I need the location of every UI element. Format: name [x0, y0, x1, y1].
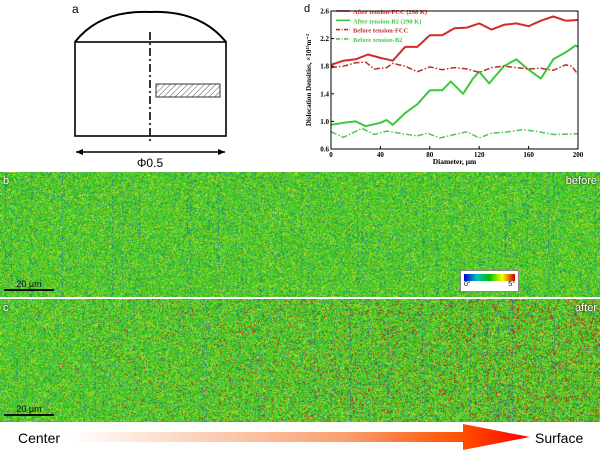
misorientation-map-after [0, 299, 600, 422]
legend-entry-0: After tension-FCC (298 K) [353, 9, 427, 16]
legend-entry-2: Before tension-FCC [353, 28, 409, 35]
y-tick-label: 1.0 [320, 118, 329, 126]
center-label: Center [18, 430, 60, 446]
x-axis-label: Diameter, μm [433, 157, 477, 166]
legend-entry-3: Before tension-B2 [353, 37, 403, 44]
x-tick-label: 200 [573, 151, 584, 159]
y-axis-label: Dislocation Densities, ×10¹⁵m⁻² [305, 34, 313, 126]
sample-region [156, 84, 220, 97]
x-tick-label: 40 [377, 151, 385, 159]
x-tick-label: 160 [523, 151, 534, 159]
colorbar-min: 0° [464, 281, 471, 288]
scale-bar-c: 20 μm [4, 404, 54, 416]
y-tick-label: 1.4 [320, 90, 329, 98]
colorbar-max: 5° [508, 281, 515, 288]
panel-b-label: b [3, 175, 9, 187]
surface-label: Surface [535, 430, 583, 446]
y-tick-label: 0.6 [320, 146, 329, 154]
legend-entry-1: After tension-B2 (298 K) [353, 18, 421, 25]
colorbar: 0° 5° [460, 270, 519, 292]
scale-bar-b: 20 μm [4, 279, 54, 291]
panel-b-tag: before [566, 175, 597, 187]
series-line-2 [331, 62, 578, 74]
panel-c-label: c [3, 302, 9, 314]
panel-d-label: d [304, 3, 310, 15]
dislocation-density-chart: d After tension-FCC (298 K) After tension-… [300, 0, 600, 170]
x-tick-label: 0 [329, 151, 333, 159]
series-line-3 [331, 128, 578, 138]
gradient-arrow [68, 424, 533, 450]
panel-a-label: a [72, 2, 79, 16]
y-tick-label: 1.8 [320, 63, 329, 71]
y-tick-label: 2.2 [320, 35, 329, 43]
y-tick-label: 2.6 [320, 8, 329, 16]
sample-schematic: a Φ0.5 [0, 0, 300, 170]
series-line-1 [331, 46, 578, 127]
panel-c-tag: after [575, 302, 597, 314]
dimension-label: Φ0.5 [137, 156, 164, 170]
